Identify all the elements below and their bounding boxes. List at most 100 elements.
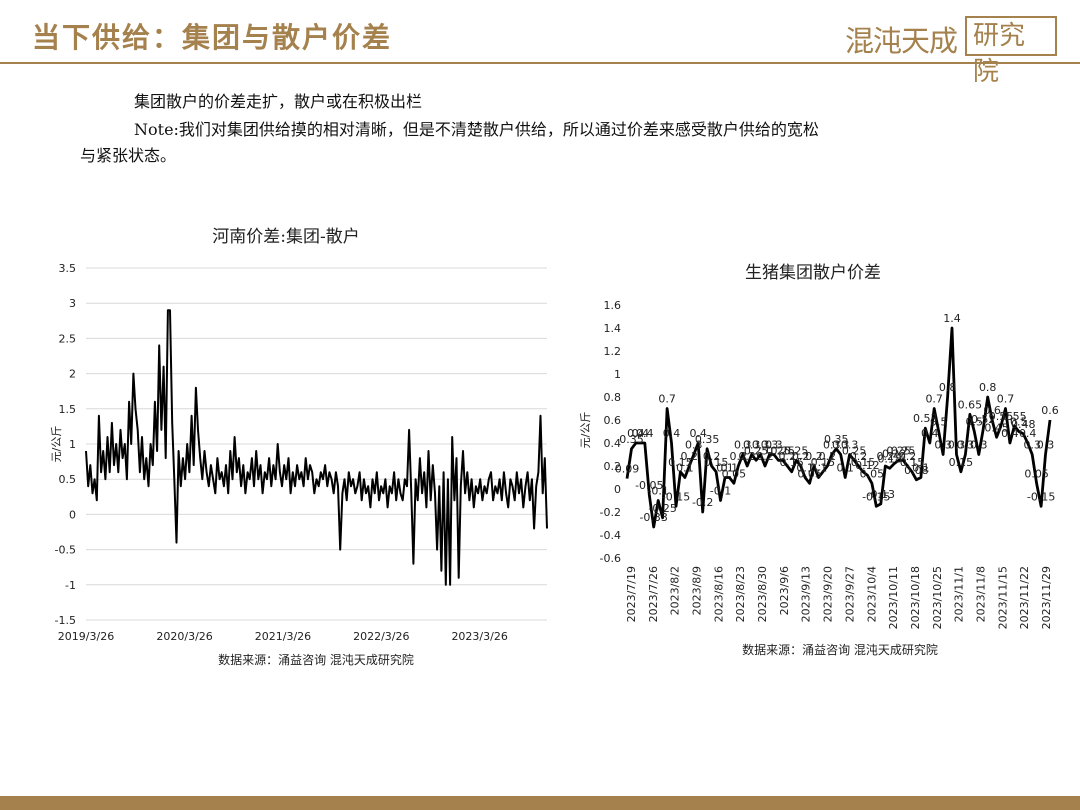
chart2-data-label: 0.48 <box>1011 418 1036 431</box>
chart2-data-label: 0.6 <box>1041 404 1059 417</box>
chart2-x-tick-label: 2023/7/26 <box>647 566 660 622</box>
chart2-data-label: 0.8 <box>939 381 957 394</box>
chart2-data-label: 0.3 <box>765 439 783 452</box>
chart2-data-label: 0.15 <box>900 456 925 469</box>
chart2-data-label: 0.3 <box>685 439 703 452</box>
chart2-data-label: 0.25 <box>784 444 809 457</box>
chart1-x-tick-label: 2020/3/26 <box>156 630 212 643</box>
chart2-data-label: 0.25 <box>771 444 796 457</box>
chart2-data-label: 0.4 <box>663 427 681 440</box>
chart2-data-label: 0.3 <box>1037 439 1055 452</box>
chart2-data-labels: 0.090.350.40.40.4-0.05-0.33-0.1-0.250.70… <box>615 312 1059 524</box>
chart2-data-label: 0.35 <box>619 433 644 446</box>
chart1-source: 数据来源：涌益咨询 混沌天成研究院 <box>218 652 414 667</box>
chart1-y-tick-label: -0.5 <box>55 544 76 557</box>
chart2-y-tick-label: 0.2 <box>604 460 622 473</box>
chart2-data-label: 0.2 <box>738 450 756 463</box>
chart2-data-label: -0.25 <box>648 502 676 515</box>
chart2-data-label: 0.08 <box>904 464 929 477</box>
chart2-data-label: 0.3 <box>948 439 966 452</box>
footer-bar <box>0 796 1080 810</box>
chart2-title: 生猪集团散户价差 <box>745 263 881 283</box>
chart2-data-label: 0.3 <box>761 439 779 452</box>
henan-spread-chart: 河南价差:集团-散户 -1.5 -1 -0.5 0 0.5 1 1.5 2 2.5 3 3.5 20… <box>50 227 548 667</box>
chart2-data-label: 0.2 <box>850 450 868 463</box>
hog-group-retail-spread-chart: 生猪集团散户价差 -0.6-0.4-0.200.20.40.60.811.21.… <box>579 263 1059 657</box>
chart2-data-label: 0.4 <box>636 427 654 440</box>
chart2-data-label: 0.7 <box>658 393 676 406</box>
chart2-y-tick-label: -0.6 <box>600 552 621 565</box>
chart2-x-tick-label: 2023/8/16 <box>712 566 725 622</box>
chart2-data-label: 0.05 <box>797 467 822 480</box>
chart2-data-label: 0.18 <box>877 452 902 465</box>
chart2-data-label: 0.35 <box>695 433 720 446</box>
chart2-data-label: 0.3 <box>734 439 752 452</box>
chart2-data-label: 0.4 <box>1019 427 1037 440</box>
chart2-data-label: 0.12 <box>855 459 880 472</box>
chart2-data-label: 0.2 <box>899 450 917 463</box>
chart2-data-label: -0.2 <box>692 496 713 509</box>
chart2-data-label: 0.7 <box>925 393 943 406</box>
chart2-data-label: 0.3 <box>823 439 841 452</box>
chart2-data-label: 0.1 <box>836 462 854 475</box>
chart2-x-tick-label: 2023/11/22 <box>1018 566 1031 629</box>
chart2-x-tick-label: 2023/11/15 <box>996 566 1009 629</box>
chart2-data-label: 0.2 <box>792 450 810 463</box>
chart2-data-label: 0.25 <box>886 444 911 457</box>
chart2-data-label: 0.3 <box>743 439 761 452</box>
chart2-data-label: 0.2 <box>877 450 895 463</box>
chart2-data-label: 0.7 <box>997 393 1015 406</box>
chart2-x-tick-label: 2023/11/29 <box>1040 566 1053 629</box>
chart2-x-tick-label: 2023/9/20 <box>822 566 835 622</box>
chart2-data-label: 0.15 <box>779 456 804 469</box>
header-divider <box>0 62 1080 64</box>
chart2-data-label: -0.15 <box>1027 490 1055 503</box>
chart2-data-label: 0.5 <box>1010 416 1028 429</box>
chart2-data-label: 0.5 <box>930 416 948 429</box>
chart1-series-line <box>85 309 548 586</box>
chart2-data-label: -0.15 <box>862 490 890 503</box>
chart2-data-label: 0.2 <box>819 450 837 463</box>
chart2-x-tick-label: 2023/8/9 <box>691 566 704 615</box>
chart2-data-label: 0.15 <box>668 456 693 469</box>
chart2-x-tick-label: 2023/8/2 <box>669 566 682 615</box>
chart2-data-label: 0.3 <box>752 439 770 452</box>
chart2-x-tick-label: 2023/7/19 <box>625 566 638 622</box>
chart2-data-label: 0.3 <box>957 439 975 452</box>
chart2-data-label: 0.15 <box>851 456 876 469</box>
chart2-x-tick-label: 2023/11/1 <box>953 566 966 622</box>
chart2-data-label: 1.4 <box>943 312 961 325</box>
chart1-y-label: 元/公斤 <box>50 426 63 463</box>
chart2-data-label: 0.05 <box>1024 467 1049 480</box>
chart2-data-label: 0.65 <box>958 398 983 411</box>
chart2-x-tick-label: 2023/9/13 <box>800 566 813 622</box>
chart2-x-tick-label: 2023/10/25 <box>931 566 944 629</box>
chart1-x-tick-label: 2021/3/26 <box>255 630 311 643</box>
chart1-y-tick-label: -1.5 <box>55 614 76 627</box>
chart2-data-label: 0.1 <box>912 462 930 475</box>
chart2-data-label: 0.1 <box>721 462 739 475</box>
chart1-y-axis: -1.5 -1 -0.5 0 0.5 1 1.5 2 2.5 3 3.5 <box>55 262 76 627</box>
chart2-y-tick-label: 1.2 <box>604 345 622 358</box>
chart2-data-label: 0.25 <box>842 444 867 457</box>
chart2-y-tick-label: 1.4 <box>604 322 622 335</box>
chart2-y-label: 元/公斤 <box>579 412 592 449</box>
chart1-y-tick-label: 0 <box>69 508 76 521</box>
chart2-x-tick-label: 2023/10/18 <box>909 566 922 629</box>
chart2-data-label: 0.2 <box>730 450 748 463</box>
chart2-y-tick-label: 1.6 <box>604 299 622 312</box>
chart1-gridlines <box>86 267 547 621</box>
chart1-title: 河南价差:集团-散户 <box>212 227 359 247</box>
chart2-data-label: 0.4 <box>1001 427 1019 440</box>
chart2-y-tick-label: 0.8 <box>604 391 622 404</box>
chart2-data-label: 0.3 <box>934 439 952 452</box>
chart2-x-tick-label: 2023/11/8 <box>975 566 988 622</box>
note-line: Note:我们对集团供给摸的相对清晰，但是不清楚散户供给，所以通过价差来感受散户… <box>134 120 819 139</box>
chart2-data-label: 0.2 <box>779 450 797 463</box>
logo-text-main: 混沌天成 <box>845 24 958 58</box>
chart2-data-label: 0.2 <box>805 450 823 463</box>
chart1-y-tick-label: 1.5 <box>59 403 77 416</box>
summary-line: 集团散户的价差走扩，散户或在积极出栏 <box>134 92 423 111</box>
chart2-x-tick-label: 2023/9/27 <box>843 566 856 622</box>
chart2-data-label: -0.1 <box>710 485 731 498</box>
